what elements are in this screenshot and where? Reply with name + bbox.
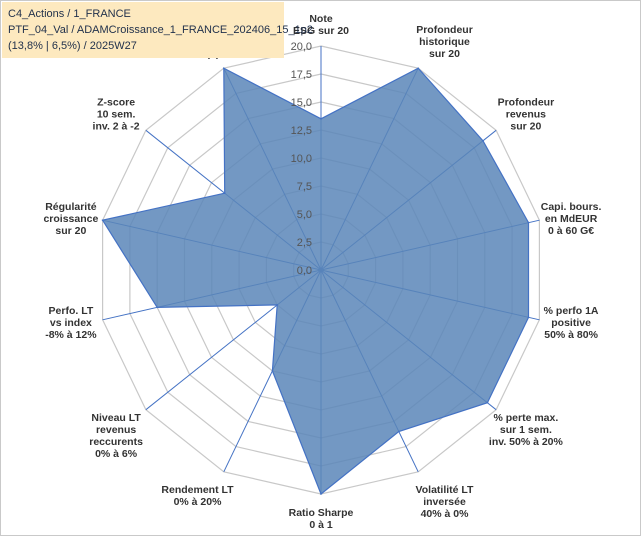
axis-label-8: Rendement LT 0% à 20%	[161, 484, 234, 508]
axis-label-10: Perfo. LT vs index -8% à 12%	[45, 305, 97, 341]
axis-label-10-line-0: Perfo. LT	[49, 305, 94, 317]
axis-label-9: Niveau LT revenus reccurents 0% à 6%	[89, 412, 143, 460]
axis-label-1-line-2: sur 20	[429, 48, 460, 60]
axis-label-12-line-2: inv. 2 à -2	[93, 120, 140, 132]
tick-label-0: 0,0	[297, 265, 312, 277]
axis-label-7-line-0: Ratio Sharpe	[289, 507, 354, 519]
axis-label-9-line-0: Niveau LT	[91, 412, 141, 424]
axis-label-11-line-1: croissance	[43, 213, 98, 225]
axis-label-2-line-2: sur 20	[510, 120, 541, 132]
data-point-12	[223, 192, 226, 194]
tick-label-3: 7,5	[297, 181, 312, 193]
axis-label-11: Régularité croissance sur 20	[43, 201, 98, 237]
title-line-1: C4_Actions / 1_FRANCE	[8, 8, 131, 20]
tick-label-7: 17,5	[291, 69, 312, 81]
axis-label-12-line-1: 10 sem.	[97, 108, 136, 120]
axis-label-5: % perte max. sur 1 sem. inv. 50% à 20%	[489, 412, 564, 448]
series-layer	[101, 67, 530, 495]
axis-label-7: Ratio Sharpe 0 à 1	[289, 507, 354, 531]
tick-label-5: 12,5	[291, 125, 312, 137]
axis-label-8-line-0: Rendement LT	[161, 484, 234, 496]
axis-label-12-line-0: Z-score	[97, 96, 135, 108]
data-point-10	[156, 306, 158, 309]
axis-label-0: Note ESG sur 20	[293, 13, 349, 37]
data-point-1	[417, 67, 420, 69]
data-point-9	[276, 304, 279, 306]
axis-label-2: Profondeur revenus sur 20	[498, 96, 555, 132]
axis-label-3-line-0: Capi. bours.	[541, 201, 602, 213]
axis-label-7-line-1: 0 à 1	[309, 519, 333, 531]
axis-label-0-line-0: Note	[309, 13, 332, 25]
axis-label-5-line-1: sur 1 sem.	[500, 424, 552, 436]
axis-label-3-line-2: 0 à 60 G€	[548, 225, 594, 237]
series-area-0	[101, 67, 530, 495]
axis-label-10-line-2: -8% à 12%	[45, 329, 97, 341]
data-point-7	[320, 493, 322, 495]
data-point-2	[482, 140, 484, 142]
tick-label-1: 2,5	[297, 237, 312, 249]
data-point-6	[398, 430, 400, 433]
data-point-0	[320, 118, 322, 120]
axis-label-3-line-1: en MdEUR	[545, 213, 598, 225]
chart-title-box: C4_Actions / 1_FRANCE PTF_04_Val / ADAMC…	[2, 2, 313, 58]
axis-label-6-line-2: 40% à 0%	[421, 508, 470, 520]
data-point-11	[101, 219, 104, 221]
data-point-5	[486, 401, 489, 404]
axis-label-9-line-1: revenus	[96, 424, 136, 436]
axis-label-4: % perfo 1A positive 50% à 80%	[544, 305, 599, 341]
axis-label-9-line-2: reccurents	[89, 436, 143, 448]
axis-label-11-line-2: sur 20	[55, 225, 86, 237]
axis-label-1: Profondeur historique sur 20	[416, 24, 473, 60]
title-line-3: (13,8% | 6,5%) / 2025W27	[8, 40, 137, 52]
axis-label-3: Capi. bours. en MdEUR 0 à 60 G€	[541, 201, 602, 237]
axis-label-6-line-0: Volatilité LT	[416, 484, 475, 496]
tick-label-4: 10,0	[291, 153, 312, 165]
axis-label-8-line-1: 0% à 20%	[174, 496, 223, 508]
axis-label-1-line-0: Profondeur	[416, 24, 473, 36]
title-line-2: PTF_04_Val / ADAMCroissance_1_FRANCE_202…	[8, 24, 313, 36]
axis-label-5-line-0: % perte max.	[494, 412, 559, 424]
tick-label-2: 5,0	[297, 209, 312, 221]
axis-label-6: Volatilité LT inversée 40% à 0%	[416, 484, 475, 520]
data-point-4	[527, 316, 530, 319]
axis-label-0-line-1: ESG sur 20	[293, 25, 349, 37]
axis-label-5-line-2: inv. 50% à 20%	[489, 436, 564, 448]
axis-label-12: Z-score 10 sem. inv. 2 à -2	[93, 96, 140, 132]
axis-label-4-line-0: % perfo 1A	[544, 305, 599, 317]
tick-label-6: 15,0	[291, 97, 312, 109]
axis-label-6-line-1: inversée	[423, 496, 466, 508]
axis-label-4-line-1: positive	[551, 317, 591, 329]
axis-label-1-line-1: historique	[419, 36, 470, 48]
data-point-3	[527, 221, 530, 224]
axis-label-10-line-1: vs index	[50, 317, 92, 329]
tick-label-8: 20,0	[291, 41, 312, 53]
data-point-8	[271, 370, 274, 372]
axis-label-4-line-2: 50% à 80%	[544, 329, 598, 341]
axis-label-11-line-0: Régularité	[45, 201, 97, 213]
axis-label-2-line-0: Profondeur	[498, 96, 555, 108]
tick-label-layer: 0,0 2,5 5,0 7,5 10,0 12,5 15,0 17,5 20,0	[291, 41, 312, 277]
axis-label-9-line-3: 0% à 6%	[95, 448, 138, 460]
data-point-13	[223, 67, 225, 69]
axis-label-2-line-1: revenus	[506, 108, 546, 120]
